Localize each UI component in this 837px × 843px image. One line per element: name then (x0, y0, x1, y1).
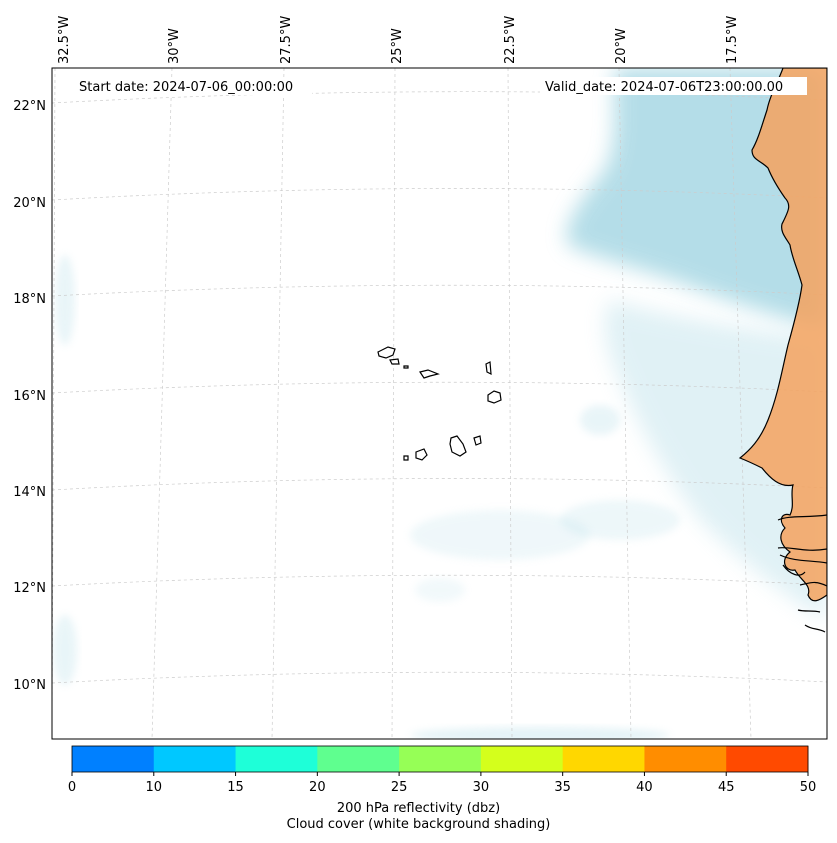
start-date-box (74, 77, 312, 95)
colorbar-tick-label: 15 (227, 780, 244, 795)
colorbar-segment (644, 746, 727, 772)
coastline-details (777, 514, 827, 633)
cloud-cover-patch (580, 405, 620, 435)
colorbar-segment (235, 746, 318, 772)
cloud-cover-patch (410, 510, 590, 560)
lon-label-17-5w: 17.5°W (725, 16, 740, 64)
lat-label-10n: 10°N (13, 678, 46, 693)
lat-label-12n: 12°N (13, 581, 46, 596)
cloud-cover-layer (53, 68, 827, 739)
colorbar-segment (480, 746, 564, 772)
colorbar-tick-label: 20 (309, 780, 326, 795)
island-brava (403, 455, 409, 461)
colorbar-tick-label: 30 (473, 780, 490, 795)
lon-label-30w: 30°W (167, 28, 182, 64)
lon-label-22-5w: 22.5°W (503, 16, 518, 64)
cloud-cover-tail (604, 300, 827, 620)
colorbar: 0 10 15 20 25 30 35 40 45 50 (68, 745, 817, 795)
colorbar-segment (562, 746, 645, 772)
start-date-label: Start date: 2024-07-06_00:00:00 (79, 80, 293, 95)
cloud-cover-patch (53, 615, 77, 685)
colorbar-tick-label: 45 (718, 780, 735, 795)
africa-landmass (738, 68, 827, 602)
cloud-cover-patch (415, 578, 465, 602)
longitude-labels: 32.5°W 30°W 27.5°W 25°W 22.5°W 20°W 17.5… (57, 16, 740, 64)
colorbar-tick-label: 0 (68, 780, 76, 795)
colorbar-segment (72, 746, 155, 772)
lat-label-14n: 14°N (13, 485, 46, 500)
latitude-labels: 22°N 20°N 18°N 16°N 14°N 12°N 10°N (13, 99, 46, 693)
cloud-cover-patch (55, 255, 75, 345)
lat-label-20n: 20°N (13, 196, 46, 211)
colorbar-segment (726, 746, 809, 772)
island-santo-antao (377, 346, 396, 359)
island-sao-nicolau (419, 369, 440, 379)
colorbar-tick-label: 40 (636, 780, 653, 795)
colorbar-tick-label: 10 (146, 780, 163, 795)
colorbar-segment (317, 746, 400, 772)
lat-label-22n: 22°N (13, 99, 46, 114)
colorbar-frame (71, 745, 809, 773)
cape-verde-islands (377, 346, 502, 461)
island-maio (473, 435, 482, 446)
colorbar-tick-label: 25 (391, 780, 408, 795)
colorbar-tick-label: 35 (554, 780, 571, 795)
island-santa-luzia (403, 365, 409, 369)
colorbar-tick-label: 50 (800, 780, 817, 795)
lon-label-27-5w: 27.5°W (279, 16, 294, 64)
map-frame (51, 67, 828, 740)
island-fogo (415, 448, 428, 461)
valid-date-box (540, 77, 807, 95)
cloud-cover-patch (560, 500, 680, 540)
lon-label-25w: 25°W (390, 28, 405, 64)
island-boa-vista (487, 390, 502, 404)
lat-label-16n: 16°N (13, 389, 46, 404)
island-sal (485, 361, 492, 376)
colorbar-sublabel: Cloud cover (white background shading) (286, 817, 551, 832)
valid-date-label: Valid_date: 2024-07-06T23:00:00.00 (545, 80, 783, 95)
lon-label-20w: 20°W (614, 28, 629, 64)
lon-label-32-5w: 32.5°W (57, 16, 72, 64)
colorbar-label: 200 hPa reflectivity (dbz) (336, 801, 501, 816)
island-sao-vicente (389, 358, 400, 365)
cloud-cover-patch (410, 727, 670, 739)
island-santiago (449, 435, 467, 457)
lat-label-18n: 18°N (13, 292, 46, 307)
colorbar-segment (153, 746, 237, 772)
colorbar-segment (399, 746, 482, 772)
